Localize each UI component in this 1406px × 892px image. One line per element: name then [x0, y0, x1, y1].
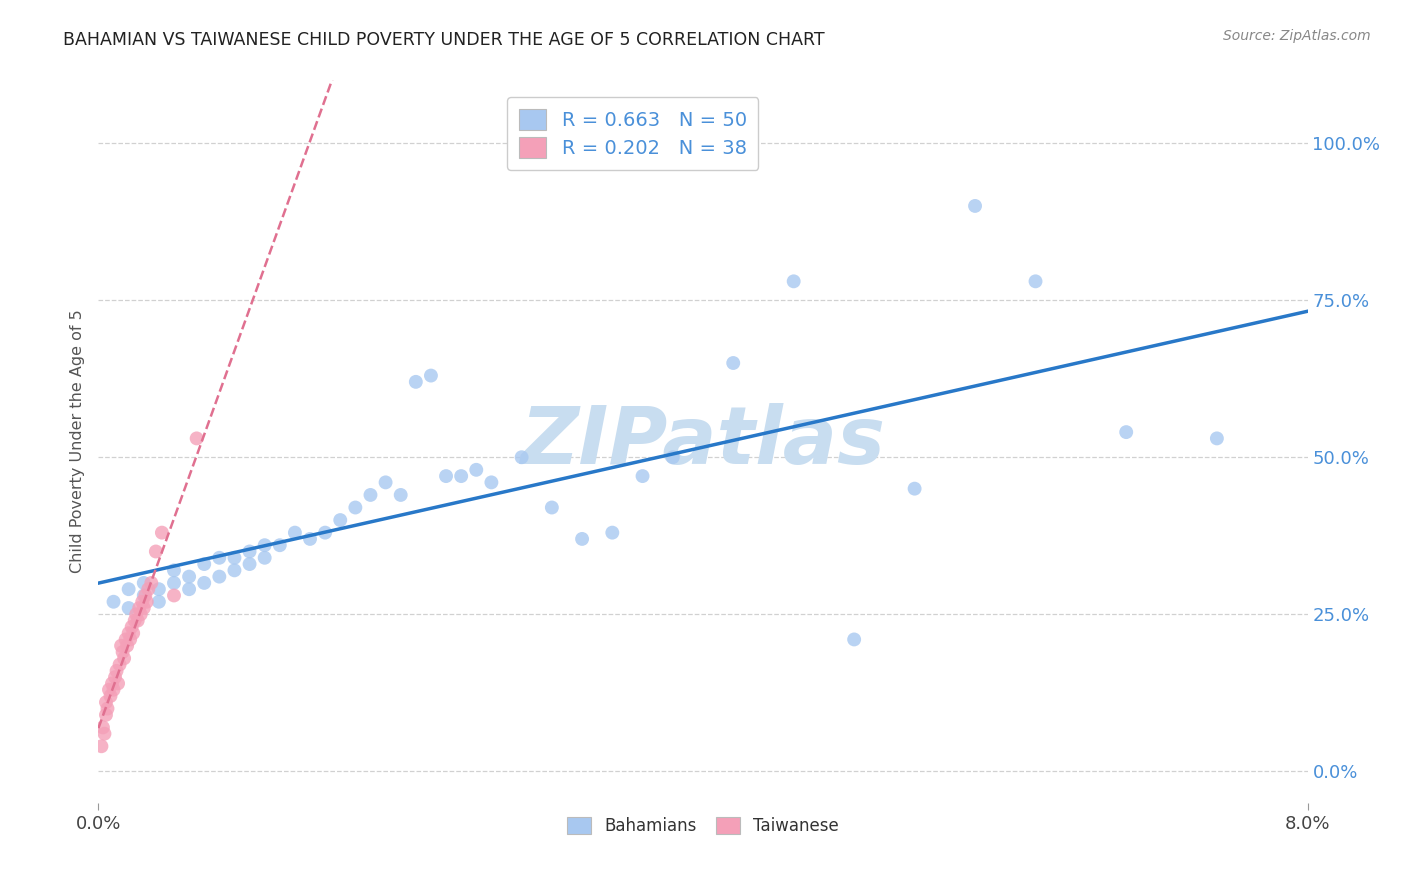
Point — [90, 739, 112, 754]
Point — [111, 645, 134, 659]
Point — [208, 569, 231, 583]
Point — [661, 450, 683, 465]
Point — [1025, 274, 1047, 288]
Point — [118, 601, 141, 615]
Text: ZIPatlas: ZIPatlas — [520, 402, 886, 481]
Point — [389, 488, 412, 502]
Point — [360, 488, 382, 502]
Point — [134, 589, 156, 603]
Point — [631, 469, 654, 483]
Point — [124, 614, 146, 628]
Point — [103, 682, 125, 697]
Point — [224, 563, 246, 577]
Point — [239, 544, 262, 558]
Point — [602, 525, 624, 540]
Point — [186, 431, 208, 445]
Point — [179, 582, 201, 597]
Point — [121, 620, 143, 634]
Legend: Bahamians, Taiwanese: Bahamians, Taiwanese — [561, 810, 845, 841]
Point — [481, 475, 503, 490]
Point — [110, 639, 132, 653]
Point — [148, 582, 170, 597]
Point — [120, 632, 142, 647]
Text: BAHAMIAN VS TAIWANESE CHILD POVERTY UNDER THE AGE OF 5 CORRELATION CHART: BAHAMIAN VS TAIWANESE CHILD POVERTY UNDE… — [63, 31, 825, 49]
Point — [132, 589, 155, 603]
Point — [98, 682, 121, 697]
Point — [193, 557, 215, 571]
Point — [163, 575, 186, 590]
Point — [1206, 431, 1229, 445]
Point — [150, 525, 173, 540]
Point — [405, 375, 427, 389]
Point — [118, 582, 141, 597]
Point — [239, 557, 262, 571]
Point — [145, 544, 167, 558]
Point — [129, 607, 152, 622]
Point — [163, 563, 186, 577]
Point — [723, 356, 745, 370]
Point — [540, 500, 562, 515]
Point — [107, 676, 129, 690]
Point — [114, 632, 136, 647]
Point — [163, 589, 186, 603]
Point — [571, 532, 593, 546]
Point — [314, 525, 336, 540]
Point — [465, 463, 488, 477]
Point — [105, 664, 128, 678]
Point — [108, 657, 131, 672]
Point — [136, 582, 159, 597]
Point — [783, 274, 806, 288]
Point — [844, 632, 866, 647]
Point — [96, 701, 118, 715]
Point — [125, 607, 148, 622]
Point — [284, 525, 307, 540]
Point — [100, 689, 122, 703]
Point — [374, 475, 396, 490]
Point — [434, 469, 457, 483]
Point — [510, 450, 533, 465]
Point — [299, 532, 322, 546]
Point — [128, 601, 150, 615]
Y-axis label: Child Poverty Under the Age of 5: Child Poverty Under the Age of 5 — [70, 310, 86, 574]
Text: Source: ZipAtlas.com: Source: ZipAtlas.com — [1223, 29, 1371, 43]
Point — [115, 639, 138, 653]
Point — [224, 550, 246, 565]
Point — [122, 626, 145, 640]
Point — [94, 707, 117, 722]
Point — [193, 575, 215, 590]
Point — [344, 500, 367, 515]
Point — [1115, 425, 1137, 439]
Point — [329, 513, 352, 527]
Point — [93, 727, 115, 741]
Point — [904, 482, 927, 496]
Point — [450, 469, 472, 483]
Point — [253, 538, 276, 552]
Point — [269, 538, 291, 552]
Point — [141, 575, 163, 590]
Point — [208, 550, 231, 565]
Point — [118, 626, 141, 640]
Point — [420, 368, 443, 383]
Point — [91, 720, 114, 734]
Point — [94, 695, 117, 709]
Point — [132, 601, 155, 615]
Point — [101, 676, 124, 690]
Point — [112, 651, 135, 665]
Point — [179, 569, 201, 583]
Point — [127, 614, 149, 628]
Point — [131, 595, 153, 609]
Point — [104, 670, 127, 684]
Point — [253, 550, 276, 565]
Point — [135, 595, 157, 609]
Point — [132, 575, 155, 590]
Point — [148, 595, 170, 609]
Point — [103, 595, 125, 609]
Point — [965, 199, 987, 213]
